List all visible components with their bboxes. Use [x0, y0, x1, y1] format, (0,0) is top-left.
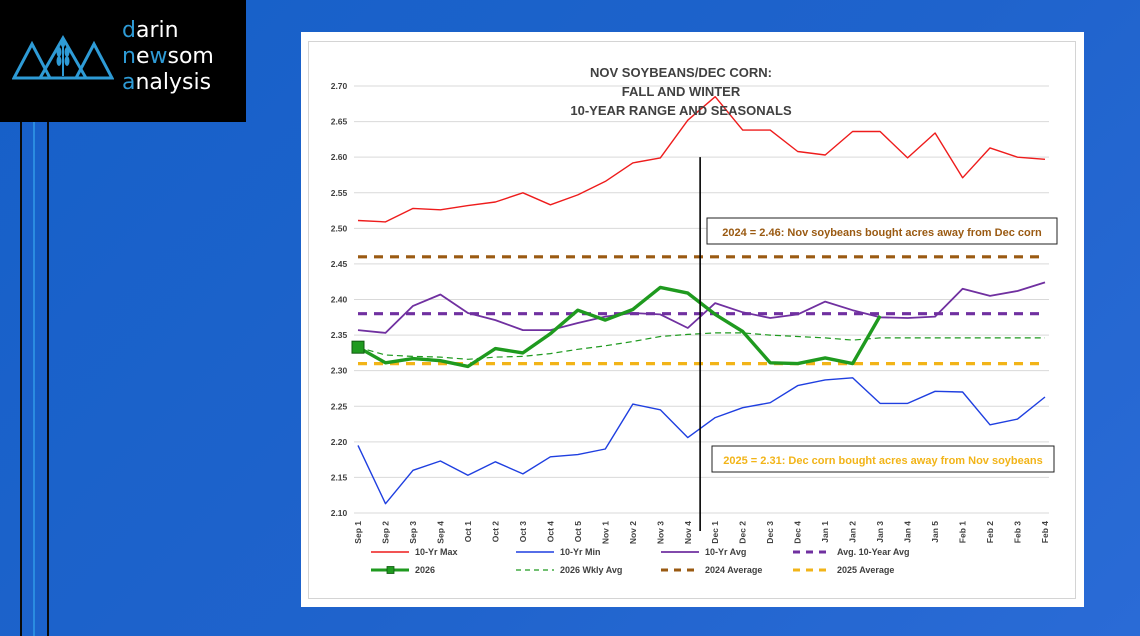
series-line-10-yr-avg: [357, 281, 1046, 334]
brand-wordmark: darin newsom analysis: [122, 18, 214, 95]
x-tick-label: Nov 1: [600, 521, 610, 544]
y-tick-label: 2.35: [331, 330, 348, 340]
decorative-rule: [47, 122, 49, 636]
series-marker-2026: [351, 340, 365, 354]
x-tick-label: Jan 1: [820, 521, 830, 543]
seasonal-chart: 2.10 2.15 2.20 2.25 2.30 2.35 2.40 2.45 2.50 2.55…: [331, 65, 1058, 575]
x-tick-label: Jan 5: [930, 521, 940, 543]
x-tick-label: Sep 3: [408, 521, 418, 544]
x-tick-label: Sep 1: [353, 521, 363, 544]
x-tick-label: Oct 1: [463, 521, 473, 543]
x-tick-label: Jan 2: [848, 521, 858, 543]
legend-label: 2026 Wkly Avg: [560, 565, 622, 575]
legend-marker: [386, 566, 395, 574]
y-tick-label: 2.45: [331, 259, 348, 269]
chart-border: 2.10 2.15 2.20 2.25 2.30 2.35 2.40 2.45 2.50 2.55…: [308, 41, 1076, 599]
annotation-2024-box: [706, 217, 1058, 245]
y-tick-label: 2.65: [331, 117, 348, 127]
decorative-rule: [20, 122, 22, 636]
y-tick-label: 2.50: [331, 223, 348, 233]
series-line-10-yr-min: [357, 377, 1046, 505]
y-tick-label: 2.30: [331, 366, 348, 376]
x-tick-label: Dec 4: [793, 521, 803, 544]
chart-panel: 2.10 2.15 2.20 2.25 2.30 2.35 2.40 2.45 2.50 2.55…: [301, 32, 1084, 607]
x-tick-label: Nov 4: [683, 521, 693, 544]
legend-label: 10-Yr Avg: [705, 547, 746, 557]
series-line-2026-wkly-avg: [357, 332, 1045, 360]
x-tick-label: Dec 3: [765, 521, 775, 544]
annotation-2024-text: 2024 = 2.46: Nov soybeans bought acres a…: [722, 227, 1042, 239]
x-tick-label: Sep 4: [435, 521, 445, 544]
series-line-2026: [357, 285, 882, 369]
x-tick-label: Jan 3: [875, 521, 885, 543]
x-tick-label: Oct 3: [518, 521, 528, 543]
x-tick-label: Feb 2: [985, 521, 995, 543]
x-tick-label: Nov 3: [655, 521, 665, 544]
x-tick-label: Nov 2: [628, 521, 638, 544]
x-tick-label: Sep 2: [380, 521, 390, 544]
legend-label: 2025 Average: [837, 565, 894, 575]
y-tick-label: 2.70: [331, 81, 348, 91]
y-tick-label: 2.15: [331, 472, 348, 482]
x-tick-label: Oct 5: [573, 521, 583, 543]
y-tick-label: 2.25: [331, 401, 348, 411]
x-tick-label: Jan 4: [903, 521, 913, 543]
x-tick-label: Dec 1: [710, 521, 720, 544]
brand-logo: darin newsom analysis: [0, 0, 246, 122]
x-tick-label: Feb 4: [1040, 521, 1050, 543]
y-tick-label: 2.10: [331, 508, 348, 518]
y-tick-label: 2.55: [331, 188, 348, 198]
x-tick-label: Oct 4: [545, 521, 555, 543]
chart-title-line-2: FALL AND WINTER: [622, 84, 741, 99]
legend-label: 2026: [415, 565, 435, 575]
x-tick-label: Feb 3: [1013, 521, 1023, 543]
chart-title-line-3: 10-YEAR RANGE AND SEASONALS: [570, 103, 792, 118]
x-tick-label: Feb 1: [958, 521, 968, 543]
wheat-mountains-icon: [12, 34, 114, 80]
x-tick-label: Dec 2: [738, 521, 748, 544]
annotation-2025-text: 2025 = 2.31: Dec corn bought acres away …: [723, 455, 1042, 467]
legend-label: 2024 Average: [705, 565, 762, 575]
y-tick-label: 2.60: [331, 152, 348, 162]
annotation-2025-box: [711, 445, 1055, 473]
legend-label: 10-Yr Min: [560, 547, 601, 557]
legend-label: 10-Yr Max: [415, 547, 458, 557]
y-tick-label: 2.20: [331, 437, 348, 447]
x-tick-label: Oct 2: [490, 521, 500, 543]
decorative-rule: [33, 122, 35, 636]
series-line-10-yr-max: [357, 96, 1046, 223]
y-tick-label: 2.40: [331, 295, 348, 305]
chart-title-line-1: NOV SOYBEANS/DEC CORN:: [590, 65, 772, 80]
legend-label: Avg. 10-Year Avg: [837, 547, 910, 557]
